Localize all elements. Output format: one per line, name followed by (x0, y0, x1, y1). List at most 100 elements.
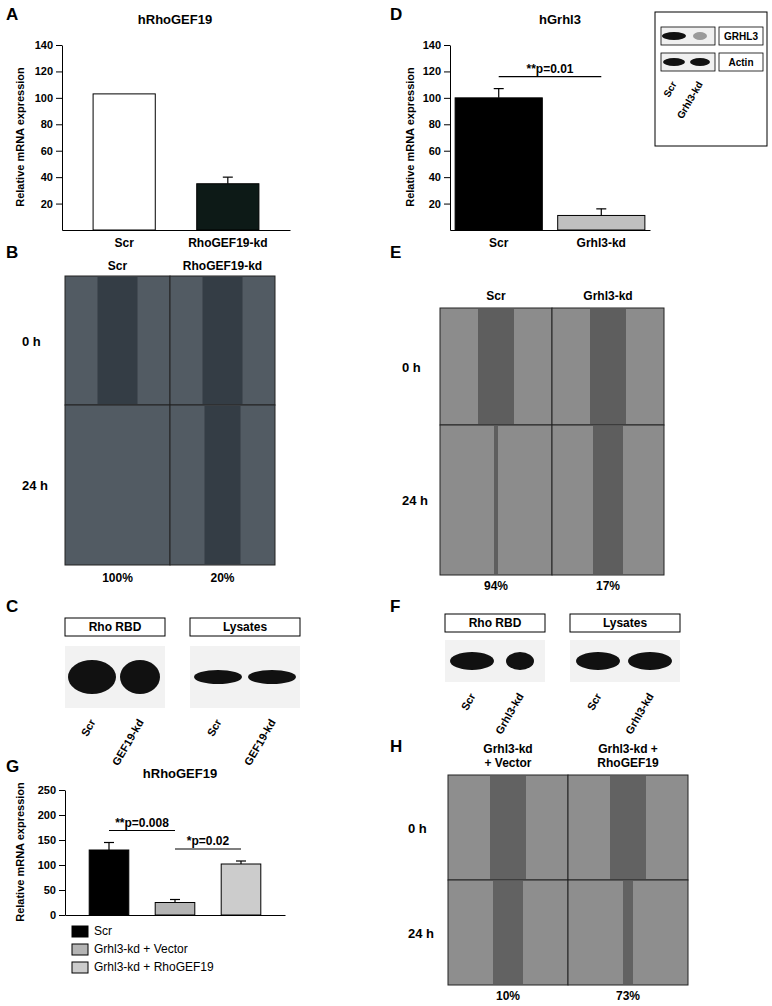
inset-strip (661, 27, 715, 45)
blot-band (194, 670, 242, 684)
y-axis-title: Relative mRNA expression (404, 67, 416, 207)
legend-swatch (72, 926, 88, 937)
error-cap (170, 899, 180, 900)
inset-row-label: Actin (729, 57, 754, 68)
y-tick-label: 100 (423, 92, 441, 104)
micrograph (552, 425, 664, 575)
panel-letter: A (6, 5, 18, 24)
error-bar (108, 843, 109, 851)
lane-label: Grhl3-kd (675, 80, 705, 121)
y-tick-label: 0 (50, 909, 56, 921)
error-bar (601, 209, 602, 216)
blot-band (663, 58, 685, 66)
chart-title: hGrhl3 (539, 12, 581, 27)
y-tick-mark (59, 865, 65, 866)
blot-panel: FRho RBDScrGrhl3-kdLysatesScrGrhl3-kd (390, 597, 680, 736)
y-tick-mark (56, 177, 62, 178)
blot-title: Rho RBD (469, 616, 522, 630)
y-tick-mark (59, 815, 65, 816)
row-label: 0 h (408, 821, 427, 836)
wound-gap (490, 776, 526, 879)
panel-letter: D (390, 5, 402, 24)
y-axis-title: Relative mRNA expression (14, 67, 26, 207)
panel-letter: F (390, 597, 400, 616)
chart-title: hRhoGEF19 (143, 766, 217, 781)
error-cap (223, 177, 233, 178)
column-header: Grhl3-kd + (598, 742, 658, 756)
blot-title-box (190, 618, 300, 636)
bar (155, 903, 195, 916)
y-tick-mark (444, 177, 450, 178)
column-header: Scr (108, 259, 128, 273)
legend-swatch (72, 944, 88, 955)
row-label: 24 h (402, 493, 428, 508)
y-tick-mark (56, 204, 62, 205)
lane-label: Grhl3-kd (493, 691, 526, 736)
column-header: + Vector (484, 756, 531, 770)
column-header: RhoGEF19 (597, 756, 659, 770)
image-panel: HGrhl3-kd+ Vector10%Grhl3-kd +RhoGEF1973… (390, 737, 688, 1003)
error-bar (227, 177, 228, 184)
error-bar (498, 89, 499, 98)
y-tick-mark (444, 151, 450, 152)
blot-band (120, 660, 160, 694)
blot-band (576, 652, 620, 670)
blot-membrane (65, 646, 165, 708)
y-tick: 80 (429, 118, 450, 130)
y-tick: 120 (35, 65, 62, 77)
x-axis (66, 915, 286, 916)
y-tick-mark (59, 915, 65, 916)
y-tick: 100 (35, 92, 62, 104)
y-tick: 0 (50, 909, 65, 921)
y-tick: 250 (38, 784, 65, 796)
micrograph (65, 405, 170, 565)
significance-bracket (175, 848, 241, 849)
x-tick-label: Scr (115, 236, 135, 250)
figure: AhRhoGEF19Relative mRNA expression204060… (0, 0, 772, 1006)
micrograph (440, 425, 552, 575)
inset-row-label: GRHL3 (724, 31, 758, 42)
wound-gap (98, 277, 138, 404)
y-tick: 60 (41, 145, 62, 157)
lane-label: GEF19-kd (110, 717, 146, 767)
micrograph (440, 308, 552, 425)
bar (89, 850, 129, 915)
y-tick-mark (59, 890, 65, 891)
lane-label: Scr (204, 716, 224, 738)
micrograph (170, 276, 275, 405)
y-tick: 80 (41, 118, 62, 130)
legend-swatch (72, 962, 88, 973)
bar (197, 184, 259, 230)
wound-gap (493, 881, 523, 984)
wound-gap (494, 426, 498, 574)
y-tick-label: 250 (38, 784, 56, 796)
lane-label: Scr (584, 690, 604, 712)
blot-band (506, 652, 534, 670)
lane-label: Scr (661, 79, 679, 99)
lane-label: Scr (78, 716, 98, 738)
y-tick: 150 (38, 834, 65, 846)
wound-gap (590, 309, 626, 424)
bar (455, 98, 542, 230)
y-axis: 20406080100120140 (35, 39, 63, 230)
panel-letter: E (390, 243, 401, 262)
legend: ScrGrhl3-kd + VectorGrhl3-kd + RhoGEF19 (72, 924, 214, 974)
wound-gap (610, 776, 646, 879)
x-tick: Scr (489, 236, 509, 250)
y-tick: 140 (35, 39, 62, 51)
closure-percentage: 17% (596, 579, 620, 593)
error-cap (596, 208, 606, 209)
y-tick-label: 40 (41, 171, 53, 183)
blot-title-box (65, 618, 165, 636)
y-tick-mark (444, 204, 450, 205)
wound-gap (593, 426, 623, 574)
y-tick: 40 (429, 171, 450, 183)
x-tick-label: RhoGEF19-kd (188, 236, 267, 250)
lane-label: Scr (458, 690, 478, 712)
y-tick: 140 (423, 39, 450, 51)
y-tick-mark (56, 98, 62, 99)
x-axis-line (63, 230, 291, 231)
y-tick-mark (56, 151, 62, 152)
y-tick-label: 140 (35, 39, 53, 51)
y-tick-label: 140 (423, 39, 441, 51)
